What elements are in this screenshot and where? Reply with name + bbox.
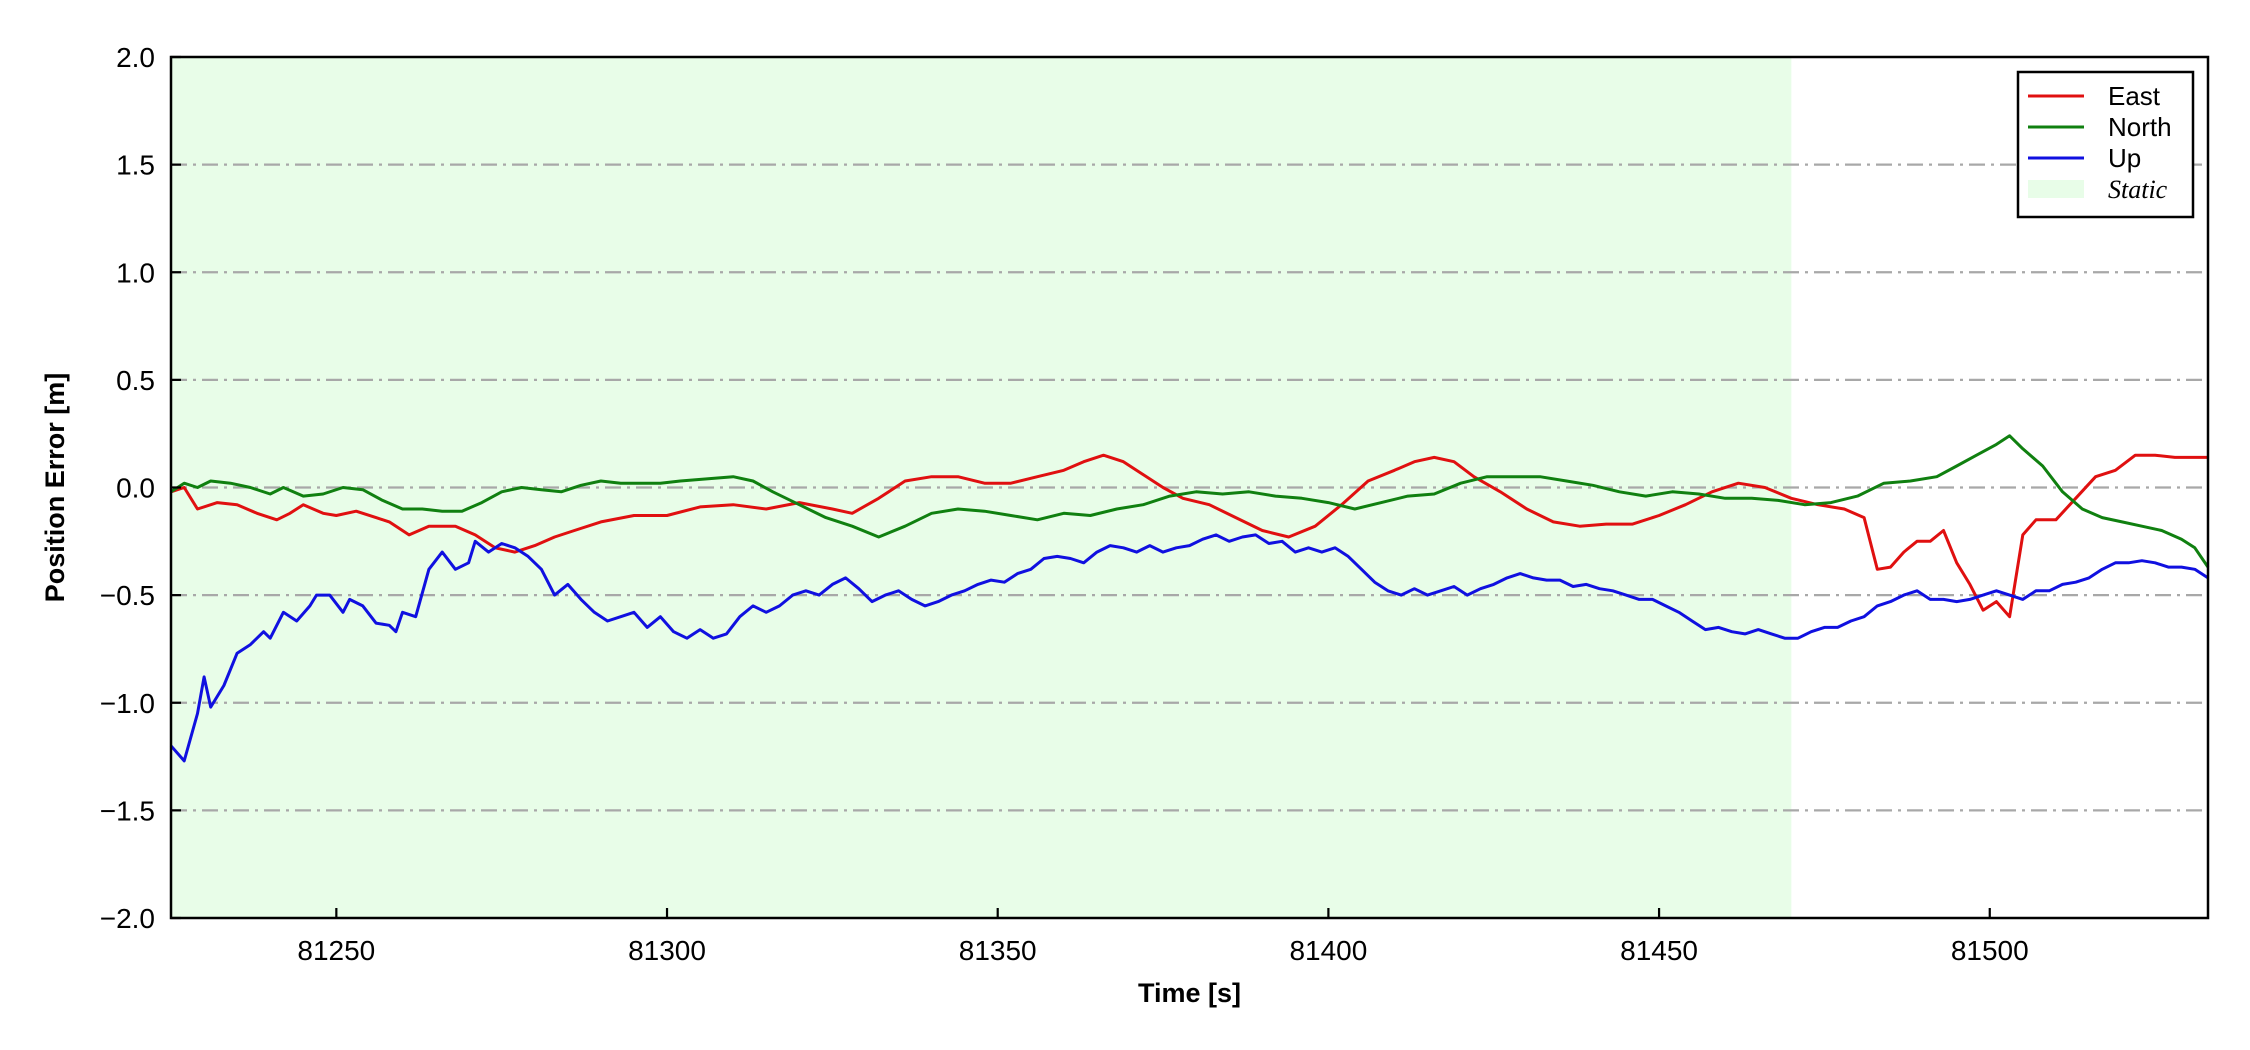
x-tick-label: 81250 [297,935,375,966]
y-tick-label: −0.5 [100,580,155,611]
y-tick-label: 2.0 [116,42,155,73]
x-tick-label: 81400 [1289,935,1367,966]
y-axis-title: Position Error [m] [40,373,70,603]
x-tick-label: 81350 [959,935,1037,966]
x-tick-label: 81500 [1951,935,2029,966]
x-axis-title: Time [s] [1138,978,1241,1008]
legend-label-static: Static [2108,175,2168,204]
y-tick-label: −1.0 [100,688,155,719]
tick-marks [171,55,1991,920]
tick-labels: 81250 81300 81350 81400 81450 81500 −2.0 −1.5 −1… [100,42,2029,966]
y-tick-label: 1.0 [116,257,155,288]
y-tick-label: 1.5 [116,150,155,181]
series-lines [169,434,2210,763]
series-line-north [170,434,2210,568]
series-line-up [169,533,2209,763]
legend-swatch-static [2028,180,2084,198]
y-tick-label: −1.5 [100,795,155,826]
y-tick-label: 0.5 [116,365,155,396]
legend-label-north: North [2108,112,2172,142]
x-tick-label: 81450 [1620,935,1698,966]
series-line-east [170,453,2208,619]
grid-lines [171,163,2208,812]
legend-label-east: East [2108,81,2161,111]
legend-label-up: Up [2108,143,2141,173]
y-tick-label: 0.0 [116,473,155,504]
y-tick-label: −2.0 [100,903,155,934]
x-tick-label: 81300 [628,935,706,966]
